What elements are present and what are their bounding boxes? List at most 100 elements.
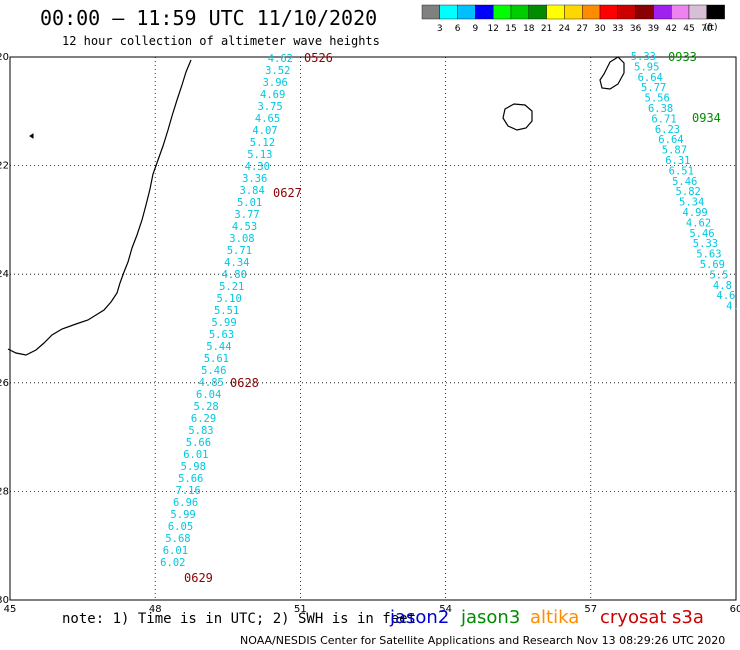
legend-tick-label: 36 bbox=[630, 24, 642, 34]
wave-height-value: 5.21 bbox=[219, 281, 244, 293]
wave-height-value: 5.10 bbox=[217, 293, 242, 305]
wave-height-value: 6.51 bbox=[669, 165, 694, 177]
wave-height-value: 5.69 bbox=[700, 259, 725, 271]
wave-height-value: 3.08 bbox=[229, 233, 254, 245]
wave-height-value: 3.96 bbox=[263, 77, 288, 89]
wave-height-value: 4.30 bbox=[245, 161, 270, 173]
y-tick-label: -20 bbox=[0, 52, 9, 63]
wave-height-value: 4.62 bbox=[268, 53, 293, 65]
x-tick-label: 48 bbox=[149, 604, 162, 615]
wave-height-value: 5.12 bbox=[250, 137, 275, 149]
wave-height-value: 4.65 bbox=[255, 113, 280, 125]
legend-tick-label: 3 bbox=[437, 24, 443, 34]
wave-height-value: 6.38 bbox=[648, 103, 673, 115]
pass-time-label: 0628 bbox=[230, 376, 259, 390]
wave-height-value: 5.82 bbox=[676, 186, 701, 198]
pass-time-label: 0629 bbox=[184, 571, 213, 585]
legend-tick-label: 42 bbox=[665, 24, 676, 34]
wave-height-value: 5.68 bbox=[165, 533, 190, 545]
pass-time-label: 0627 bbox=[273, 186, 302, 200]
wave-height-tracks: 4.623.523.964.693.754.654.075.125.134.30… bbox=[160, 51, 739, 569]
wave-height-value: 6.29 bbox=[191, 413, 216, 425]
coastlines bbox=[7, 56, 625, 356]
legend-tick-label: 27 bbox=[576, 24, 587, 34]
legend-ticks: 3 6 9 12 15 18 21 24 27 30 33 36 39 42 45 70 bbox=[437, 24, 713, 34]
wave-height-value: 5.95 bbox=[634, 61, 659, 73]
y-tick-label: -26 bbox=[0, 378, 9, 389]
y-tick-label: -24 bbox=[0, 269, 9, 280]
pass-time-labels: 0526 0627 0628 0629 0933 0934 bbox=[184, 50, 721, 585]
wave-height-value: 5.56 bbox=[645, 93, 670, 105]
wave-height-value: 6.71 bbox=[651, 113, 676, 125]
wave-height-value: 5.51 bbox=[214, 305, 239, 317]
legend-tick-label: 45 bbox=[683, 24, 694, 34]
legend-swatch bbox=[706, 4, 725, 20]
wave-height-value: 5.46 bbox=[672, 176, 697, 188]
x-tick-label: 51 bbox=[294, 604, 307, 615]
wave-height-value: 3.84 bbox=[240, 185, 265, 197]
legend-tick-label: 18 bbox=[523, 24, 535, 34]
satellite-jason2: jason2 bbox=[390, 607, 450, 628]
x-tick-label: 60 bbox=[730, 604, 740, 615]
wave-height-value: 6.64 bbox=[638, 72, 663, 84]
wave-height-value: 6.01 bbox=[163, 545, 188, 557]
track-east: 5.335.956.645.775.566.386.716.236.645.87… bbox=[631, 51, 739, 313]
wave-height-value: 4.80 bbox=[222, 269, 247, 281]
wave-height-value: 6.04 bbox=[196, 389, 221, 401]
wave-height-value: 5.98 bbox=[181, 461, 206, 473]
pass-time-label: 0934 bbox=[692, 111, 721, 125]
wave-height-value: 5.46 bbox=[201, 365, 226, 377]
wave-height-value: 5.46 bbox=[689, 228, 714, 240]
satellite-jason3: jason3 bbox=[461, 607, 521, 628]
wave-height-value: 5.44 bbox=[206, 341, 231, 353]
pass-time-label: 0933 bbox=[668, 50, 697, 64]
legend-tick-label: 9 bbox=[473, 24, 479, 34]
wave-height-value: 5.63 bbox=[209, 329, 234, 341]
wave-height-value: 4.99 bbox=[682, 207, 707, 219]
wave-height-value: 5.34 bbox=[679, 197, 704, 209]
wave-height-value: 6.01 bbox=[183, 449, 208, 461]
wave-height-value: 5.5 bbox=[709, 269, 728, 281]
wave-height-value: 4. bbox=[726, 301, 739, 313]
chart-title: 00:00 – 11:59 UTC 11/10/2020 bbox=[40, 6, 378, 30]
wave-height-value: 5.77 bbox=[641, 82, 666, 94]
track-west: 4.623.523.964.693.754.654.075.125.134.30… bbox=[160, 53, 293, 569]
map-frame bbox=[9, 56, 737, 601]
wave-height-value: 5.71 bbox=[227, 245, 252, 257]
wave-height-value: 3.52 bbox=[265, 65, 290, 77]
wave-height-value: 5.87 bbox=[662, 145, 687, 157]
wave-height-value: 6.64 bbox=[658, 134, 683, 146]
wave-height-value: 5.66 bbox=[186, 437, 211, 449]
legend-tick-label: 39 bbox=[648, 24, 660, 34]
wave-height-value: 3.77 bbox=[234, 209, 259, 221]
wave-height-value: 5.83 bbox=[188, 425, 213, 437]
wave-height-value: 5.99 bbox=[211, 317, 236, 329]
map-grid bbox=[10, 57, 736, 600]
legend-tick-label: 33 bbox=[612, 24, 623, 34]
axis-tick-labels: 45 48 51 54 57 60 -20 -22 -24 -26 -28 -30 bbox=[0, 52, 740, 615]
wave-height-value: 5.01 bbox=[237, 197, 262, 209]
wave-height-value: 4.69 bbox=[260, 89, 285, 101]
wave-height-value: 3.36 bbox=[242, 173, 267, 185]
satellite-altika: altika bbox=[530, 607, 580, 628]
wave-height-value: 4.53 bbox=[232, 221, 257, 233]
x-tick-label: 45 bbox=[4, 604, 17, 615]
legend-unit-label: (ft) bbox=[704, 23, 718, 33]
wave-height-value: 5.13 bbox=[247, 149, 272, 161]
wave-height-value: 5.63 bbox=[696, 249, 721, 261]
wave-height-value: 4.8 bbox=[713, 280, 732, 292]
small-island bbox=[29, 133, 34, 139]
wave-height-value: 6.05 bbox=[168, 521, 193, 533]
legend-tick-label: 6 bbox=[455, 24, 461, 34]
wave-height-value: 4.07 bbox=[252, 125, 277, 137]
wave-height-value: 5.99 bbox=[170, 509, 195, 521]
wave-height-value: 5.33 bbox=[693, 238, 718, 250]
legend-tick-label: 24 bbox=[559, 24, 571, 34]
wave-height-value: 5.66 bbox=[178, 473, 203, 485]
legend-swatches bbox=[421, 4, 725, 20]
footer-note: note: 1) Time is in UTC; 2) SWH is in fe… bbox=[62, 611, 417, 627]
wave-height-value: 3.75 bbox=[257, 101, 282, 113]
legend-tick-label: 12 bbox=[487, 24, 498, 34]
y-tick-label: -22 bbox=[0, 161, 9, 172]
